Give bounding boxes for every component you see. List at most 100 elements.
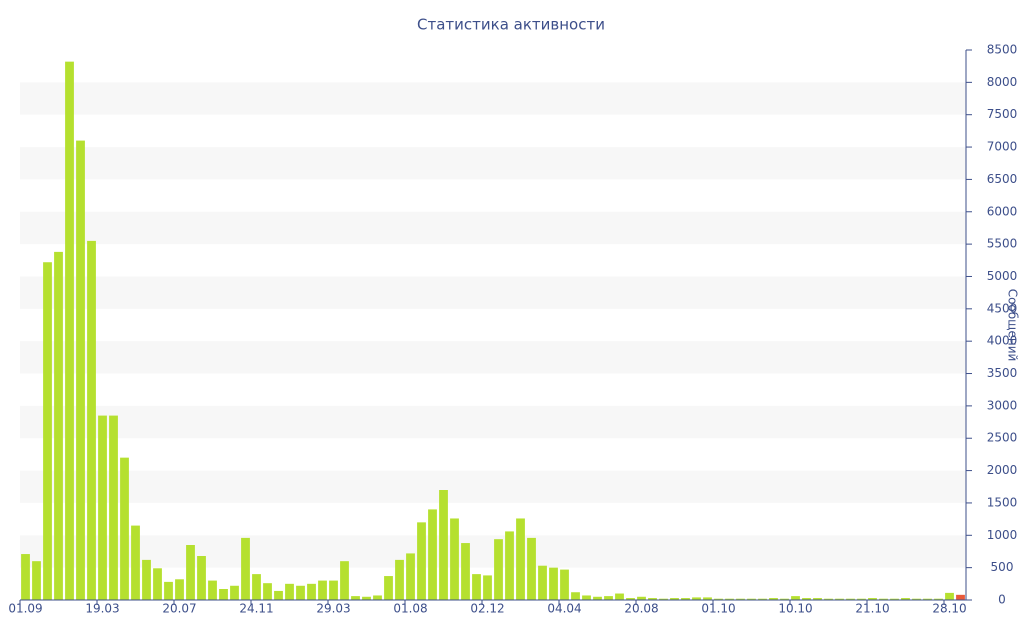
bar <box>241 537 250 600</box>
bar <box>648 598 657 600</box>
bar <box>692 597 701 600</box>
bar <box>802 598 811 600</box>
bar <box>252 574 261 600</box>
bar <box>340 561 349 600</box>
bar <box>186 545 195 600</box>
bar <box>813 598 822 600</box>
bar <box>307 583 316 600</box>
bar <box>142 559 151 600</box>
y-tick-label: 2000 <box>987 463 1018 477</box>
bar <box>934 598 943 600</box>
grid-band <box>20 82 966 115</box>
y-tick-label: 500 <box>991 560 1014 574</box>
x-tick-label: 20.07 <box>162 602 196 616</box>
bar <box>868 598 877 600</box>
bar <box>285 583 294 600</box>
bar <box>472 574 481 600</box>
bar <box>879 598 888 600</box>
bar <box>65 61 74 601</box>
bar <box>406 553 415 600</box>
bar <box>637 596 646 600</box>
bar <box>769 598 778 600</box>
bar <box>395 559 404 600</box>
bar <box>373 595 382 600</box>
bar <box>835 598 844 600</box>
y-tick-label: 8500 <box>987 43 1018 57</box>
x-tick-label: 01.10 <box>701 602 735 616</box>
bar <box>219 589 228 600</box>
bar <box>450 518 459 600</box>
grid-band <box>20 147 966 180</box>
bar <box>197 556 206 600</box>
bar <box>703 597 712 600</box>
grid-band <box>20 211 966 245</box>
bar <box>527 537 536 600</box>
y-tick-label: 7000 <box>987 140 1018 154</box>
bar <box>131 525 140 600</box>
bar <box>615 593 624 600</box>
bar <box>846 598 855 600</box>
bar <box>417 522 426 600</box>
bar <box>747 598 756 600</box>
bar <box>681 598 690 600</box>
bar <box>780 598 789 600</box>
bar <box>670 598 679 600</box>
bar <box>120 457 129 600</box>
bar <box>318 580 327 600</box>
grid-band <box>20 535 966 568</box>
bar <box>758 598 767 600</box>
y-axis-title: Сообщений <box>1006 289 1020 362</box>
bar <box>714 598 723 600</box>
y-tick-label: 5500 <box>987 237 1018 251</box>
x-tick-label: 02.12 <box>470 602 504 616</box>
bar <box>582 595 591 600</box>
grid-band <box>20 341 966 374</box>
bar <box>362 596 371 600</box>
x-tick-label: 24.11 <box>239 602 273 616</box>
bar <box>384 576 393 600</box>
y-tick-label: 0 <box>998 593 1006 607</box>
bar <box>736 598 745 600</box>
y-tick-label: 3000 <box>987 398 1018 412</box>
x-tick-label: 04.04 <box>547 602 581 616</box>
bar <box>153 568 162 600</box>
y-tick-label: 1500 <box>987 495 1018 509</box>
y-tick-label: 8000 <box>987 75 1018 89</box>
y-tick-label: 4000 <box>987 334 1018 348</box>
bar <box>461 543 470 600</box>
bar <box>912 598 921 600</box>
bar <box>164 581 173 600</box>
bar <box>901 598 910 600</box>
bar <box>571 592 580 600</box>
bar <box>945 592 954 600</box>
bar <box>439 490 448 600</box>
bar <box>890 598 899 600</box>
bar <box>593 596 602 600</box>
bar <box>956 594 965 600</box>
bar <box>560 569 569 600</box>
bar <box>351 596 360 600</box>
bar <box>428 509 437 600</box>
bar <box>109 415 118 600</box>
y-tick-label: 3500 <box>987 366 1018 380</box>
y-tick-label: 2500 <box>987 431 1018 445</box>
bar <box>483 575 492 600</box>
grid-band <box>20 405 966 439</box>
x-tick-label: 28.10 <box>932 602 966 616</box>
bar <box>32 561 41 600</box>
y-tick-label: 1000 <box>987 528 1018 542</box>
grid-band <box>20 470 966 503</box>
bar <box>538 565 547 600</box>
bar <box>549 567 558 600</box>
bar <box>98 415 107 600</box>
x-tick-label: 01.09 <box>8 602 42 616</box>
bar <box>21 554 30 600</box>
bar <box>516 518 525 600</box>
bar <box>505 531 514 600</box>
y-tick-label: 6500 <box>987 172 1018 186</box>
x-tick-label: 10.10 <box>778 602 812 616</box>
x-tick-label: 20.08 <box>624 602 658 616</box>
bar <box>54 251 63 600</box>
bar <box>791 596 800 600</box>
